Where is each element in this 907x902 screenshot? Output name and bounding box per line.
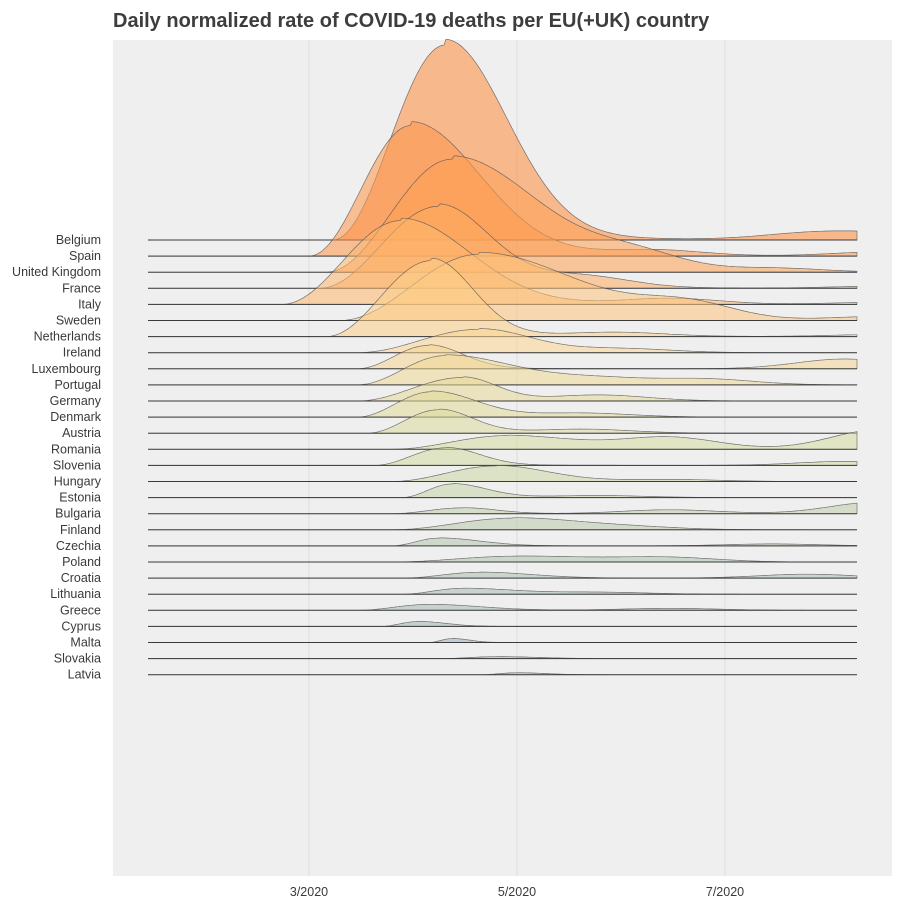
y-tick-label: Czechia (56, 539, 101, 553)
ridge-series (148, 555, 857, 563)
y-tick-label: Hungary (54, 475, 102, 489)
y-tick-label: Greece (60, 603, 101, 617)
chart-title: Daily normalized rate of COVID-19 deaths… (113, 10, 710, 32)
y-tick-label: Luxembourg (32, 362, 102, 376)
ridge-series (148, 390, 857, 418)
ridge-series (148, 571, 858, 579)
y-tick-label: Portugal (54, 378, 101, 392)
y-tick-label: Slovenia (53, 458, 101, 472)
ridge-series (148, 408, 857, 434)
ridge-series (148, 465, 857, 482)
y-tick-label: United Kingdom (12, 265, 101, 279)
y-tick-label: Austria (62, 426, 101, 440)
y-tick-label: Slovakia (54, 652, 101, 666)
y-tick-label: Malta (70, 636, 101, 650)
y-tick-label: Bulgaria (55, 507, 101, 521)
ridge-series (148, 603, 857, 611)
x-tick-label: 5/2020 (498, 885, 536, 899)
y-tick-label: Croatia (61, 571, 101, 585)
y-tick-label: Lithuania (50, 587, 101, 601)
x-tick-label: 3/2020 (290, 885, 328, 899)
y-tick-label: Ireland (63, 346, 101, 360)
y-tick-label: Romania (51, 442, 101, 456)
y-tick-label: Denmark (50, 410, 101, 424)
ridge-series (148, 328, 857, 354)
y-tick-label: Latvia (68, 668, 101, 682)
ridge-series (148, 483, 857, 499)
y-tick-label: Spain (69, 249, 101, 263)
y-tick-label: Finland (60, 523, 101, 537)
ridge-series (148, 354, 858, 386)
y-tick-label: Estonia (59, 491, 101, 505)
y-tick-label: France (62, 281, 101, 295)
ridge-series (148, 502, 858, 515)
y-tick-label: Germany (50, 394, 102, 408)
y-tick-label: Belgium (56, 233, 101, 247)
ridge-series (148, 656, 857, 660)
y-tick-label: Italy (78, 297, 102, 311)
ridge-series (148, 537, 858, 547)
ridge-series (148, 672, 857, 676)
ridge-series (148, 376, 857, 402)
y-tick-label: Sweden (56, 314, 101, 328)
ridge-series (148, 431, 858, 450)
x-tick-label: 7/2020 (706, 885, 744, 899)
y-tick-label: Poland (62, 555, 101, 569)
y-tick-label: Cyprus (61, 619, 101, 633)
ridge-series (148, 587, 857, 595)
ridge-series (148, 517, 857, 531)
ridge-series (148, 621, 857, 627)
ridge-series (148, 638, 857, 643)
y-tick-label: Netherlands (34, 330, 101, 344)
